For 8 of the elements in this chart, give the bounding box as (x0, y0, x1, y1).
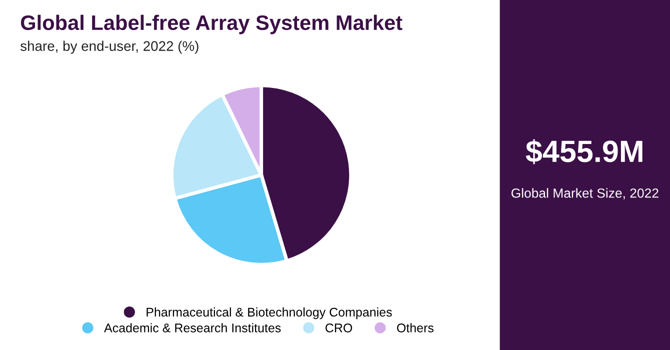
text: Global Market Size, 2022 (512, 188, 658, 200)
chart-subtitle: share, by end-user, 2022 (%) (20, 40, 198, 54)
legend-label: Academic & Research Institutes (104, 323, 281, 332)
text: $455.9M (526, 139, 642, 164)
legend-label: Pharmaceutical & Biotechnology Companies (146, 307, 392, 320)
chart-title: Global Label-free Array System Market (20, 14, 402, 34)
legend-label: CRO (326, 324, 352, 332)
legend-label: Others (397, 323, 434, 332)
